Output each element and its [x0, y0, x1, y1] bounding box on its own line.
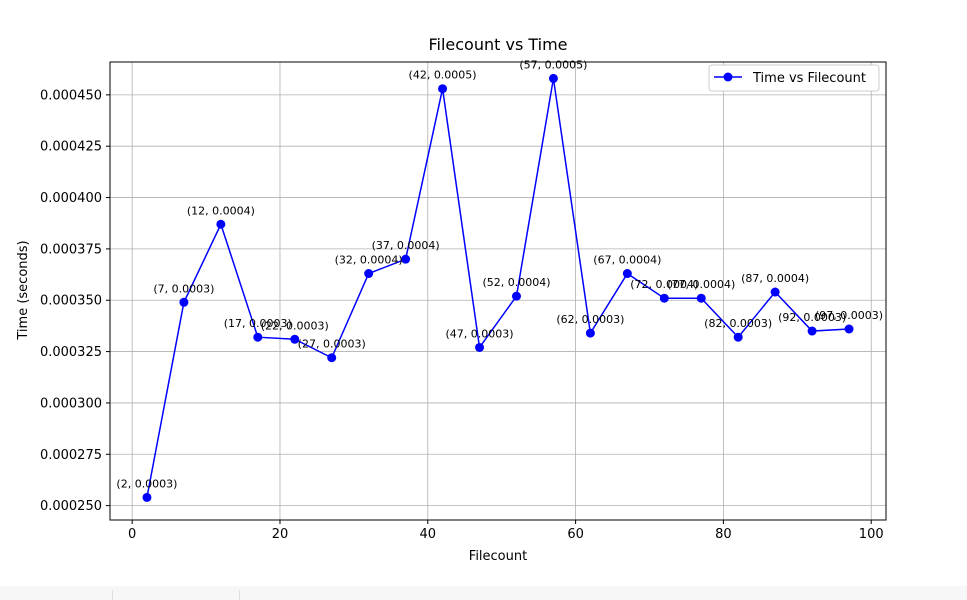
data-point: [659, 293, 669, 303]
legend-label: Time vs Filecount: [752, 71, 866, 86]
x-tick-label: 40: [420, 527, 437, 542]
data-point-label: (7, 0.0003): [153, 282, 214, 295]
data-point-label: (22, 0.0003): [261, 319, 329, 332]
data-point: [844, 324, 854, 334]
data-point: [216, 219, 226, 229]
data-point-label: (92, 0.0003): [778, 311, 846, 324]
data-point-label: (57, 0.0005): [519, 58, 587, 71]
legend-box: [708, 64, 880, 92]
x-tick-label: 60: [567, 527, 584, 542]
data-point: [401, 254, 411, 264]
line-chart: (2, 0.0003) (7, 0.0003) (12, 0.0004) (17, 0…: [16, 35, 887, 564]
data-point: [511, 291, 521, 301]
data-point: [807, 326, 817, 336]
y-tick-label: 0.000450: [40, 88, 102, 103]
data-point-label: (27, 0.0003): [298, 338, 366, 351]
point-annotations: (2, 0.0003) (7, 0.0003) (12, 0.0004) (17, 0…: [116, 58, 883, 490]
y-tick-label: 0.000300: [40, 396, 102, 411]
data-point-label: (12, 0.0004): [187, 204, 255, 217]
data-point: [548, 73, 558, 83]
legend-marker-swatch: [723, 72, 733, 82]
data-point-label: (97, 0.0003): [815, 309, 883, 322]
data-point-label: (17, 0.0003): [224, 317, 292, 330]
grid: [110, 62, 886, 520]
strip-divider: [112, 590, 113, 600]
data-point: [364, 269, 374, 279]
data-point: [475, 342, 485, 352]
data-point-label: (47, 0.0003): [445, 327, 513, 340]
y-axis-label: Time (seconds): [16, 240, 31, 340]
data-point: [142, 492, 152, 502]
strip-divider: [239, 590, 240, 600]
data-point: [179, 297, 189, 307]
data-point-label: (67, 0.0004): [593, 254, 661, 267]
bottom-status-strip: [0, 586, 967, 600]
legend: Time vs Filecount: [708, 64, 880, 92]
chart-title: Filecount vs Time: [428, 35, 567, 54]
data-point-label: (87, 0.0004): [741, 272, 809, 285]
data-point: [327, 353, 337, 363]
data-point-label: (62, 0.0003): [556, 313, 624, 326]
y-tick-label: 0.000375: [40, 242, 102, 257]
y-tick-label: 0.000275: [40, 448, 102, 463]
data-point-label: (82, 0.0003): [704, 317, 772, 330]
data-point-label: (37, 0.0004): [372, 239, 440, 252]
data-point-label: (77, 0.0004): [667, 278, 735, 291]
series-line: [146, 78, 850, 498]
x-tick-label: 80: [715, 527, 732, 542]
data-point-label: (72, 0.0004): [630, 278, 698, 291]
y-tick-label: 0.000250: [40, 499, 102, 514]
data-point: [770, 287, 780, 297]
y-tick-label: 0.000400: [40, 191, 102, 206]
x-tick-label: 20: [272, 527, 289, 542]
data-point: [438, 84, 448, 94]
y-tick-label: 0.000425: [40, 140, 102, 155]
plot-area-frame: [109, 61, 887, 521]
data-point: [696, 293, 706, 303]
data-point: [290, 334, 300, 344]
data-point-label: (2, 0.0003): [116, 477, 177, 490]
data-point-label: (32, 0.0004): [335, 254, 403, 267]
series-time-vs-filecount: [142, 73, 854, 502]
y-tick-label: 0.000325: [40, 345, 102, 360]
x-tick-label: 100: [859, 527, 884, 542]
data-point-label: (52, 0.0004): [482, 276, 550, 289]
data-point: [622, 269, 632, 279]
x-tick-label: 0: [128, 527, 136, 542]
axis-ticks: 0 20 40 60 80 100 0.000250 0.000275 0.000300 0.00…: [40, 88, 884, 542]
y-tick-label: 0.000350: [40, 294, 102, 309]
data-point: [733, 332, 743, 342]
x-axis-label: Filecount: [469, 549, 527, 564]
data-point-label: (42, 0.0005): [409, 69, 477, 82]
data-point: [253, 332, 263, 342]
data-point: [585, 328, 595, 338]
